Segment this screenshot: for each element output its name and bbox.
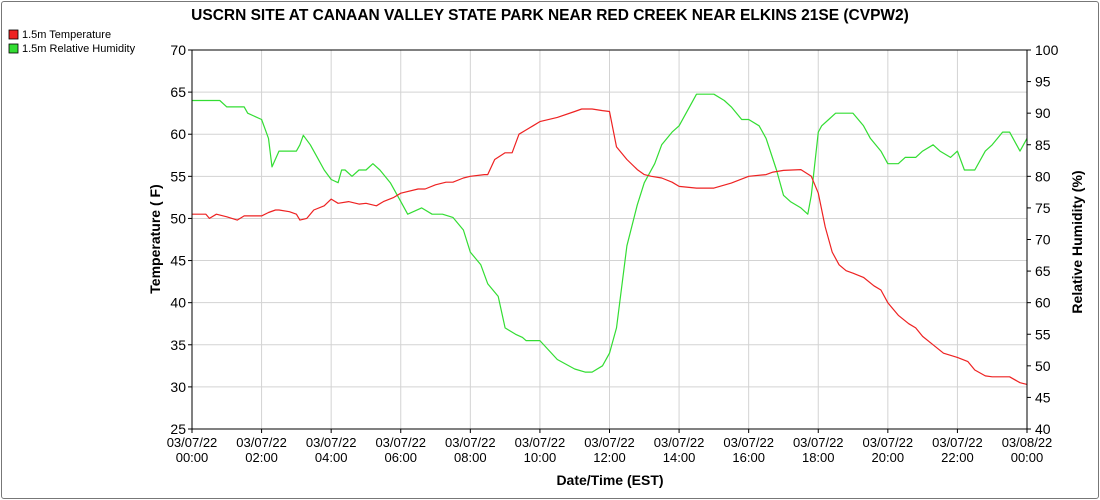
- y2-tick-label: 50: [1035, 358, 1051, 374]
- x-tick-time: 20:00: [872, 450, 905, 465]
- y2-tick-label: 95: [1035, 74, 1051, 90]
- x-axis-ticks: 03/07/2200:0003/07/2202:0003/07/2204:000…: [167, 429, 1053, 465]
- left-axis-ticks: 25 30 35 40 45 50 55 60 65 70: [170, 42, 192, 437]
- y-tick-label: 25: [170, 421, 186, 437]
- x-tick-time: 00:00: [1011, 450, 1044, 465]
- legend: 1.5m Temperature 1.5m Relative Humidity: [8, 29, 136, 55]
- y2-tick-label: 75: [1035, 200, 1051, 216]
- legend-swatch-temperature: [8, 29, 19, 40]
- y-tick-label: 55: [170, 168, 186, 184]
- x-tick-date: 03/07/22: [445, 435, 496, 450]
- x-tick-date: 03/08/22: [1002, 435, 1053, 450]
- x-tick-time: 22:00: [941, 450, 974, 465]
- y-tick-label: 35: [170, 337, 186, 353]
- y-axis-label: Temperature ( F): [147, 184, 163, 293]
- x-tick-date: 03/07/22: [654, 435, 705, 450]
- x-tick-date: 03/07/22: [584, 435, 635, 450]
- x-tick-date: 03/07/22: [515, 435, 566, 450]
- x-tick-date: 03/07/22: [375, 435, 426, 450]
- y2-tick-label: 70: [1035, 232, 1051, 248]
- x-tick-date: 03/07/22: [793, 435, 844, 450]
- x-tick-time: 18:00: [802, 450, 835, 465]
- legend-label-temperature: 1.5m Temperature: [22, 29, 111, 41]
- series-line-humidity: [192, 93, 1028, 373]
- x-tick-time: 06:00: [384, 450, 417, 465]
- y2-tick-label: 90: [1035, 105, 1051, 121]
- series-line-temperature: [192, 108, 1028, 385]
- y2-tick-label: 60: [1035, 295, 1051, 311]
- legend-swatch-humidity: [8, 43, 19, 54]
- x-tick-time: 12:00: [593, 450, 626, 465]
- y2-tick-label: 80: [1035, 168, 1051, 184]
- y2-tick-label: 85: [1035, 137, 1051, 153]
- x-tick-date: 03/07/22: [306, 435, 357, 450]
- legend-label-humidity: 1.5m Relative Humidity: [22, 43, 136, 55]
- y-tick-label: 30: [170, 379, 186, 395]
- series-layer: [192, 93, 1028, 385]
- y2-axis-label: Relative Humidity (%): [1069, 170, 1085, 313]
- grid-lines: [191, 49, 1028, 430]
- x-tick-time: 16:00: [732, 450, 765, 465]
- x-tick-date: 03/07/22: [723, 435, 774, 450]
- x-axis-label: Date/Time (EST): [556, 472, 663, 488]
- y-tick-label: 65: [170, 84, 186, 100]
- y-tick-label: 70: [170, 42, 186, 58]
- x-tick-time: 14:00: [663, 450, 696, 465]
- x-tick-date: 03/07/22: [236, 435, 287, 450]
- x-tick-date: 03/07/22: [863, 435, 914, 450]
- y-tick-label: 50: [170, 210, 186, 226]
- y2-tick-label: 65: [1035, 263, 1051, 279]
- x-tick-time: 04:00: [315, 450, 348, 465]
- x-tick-time: 08:00: [454, 450, 487, 465]
- x-tick-time: 00:00: [176, 450, 209, 465]
- right-axis-ticks: 40 45 50 55 60 65 70 75 80 85 90 95 100: [1027, 42, 1059, 437]
- x-tick-date: 03/07/22: [167, 435, 218, 450]
- y2-tick-label: 100: [1035, 42, 1059, 58]
- y2-tick-label: 55: [1035, 326, 1051, 342]
- x-tick-date: 03/07/22: [932, 435, 983, 450]
- chart-title: USCRN SITE AT CANAAN VALLEY STATE PARK N…: [191, 7, 909, 24]
- y-tick-label: 45: [170, 253, 186, 269]
- y2-tick-label: 45: [1035, 389, 1051, 405]
- x-tick-time: 10:00: [524, 450, 557, 465]
- y-tick-label: 40: [170, 295, 186, 311]
- x-tick-time: 02:00: [245, 450, 278, 465]
- y2-tick-label: 40: [1035, 421, 1051, 437]
- y-tick-label: 60: [170, 126, 186, 142]
